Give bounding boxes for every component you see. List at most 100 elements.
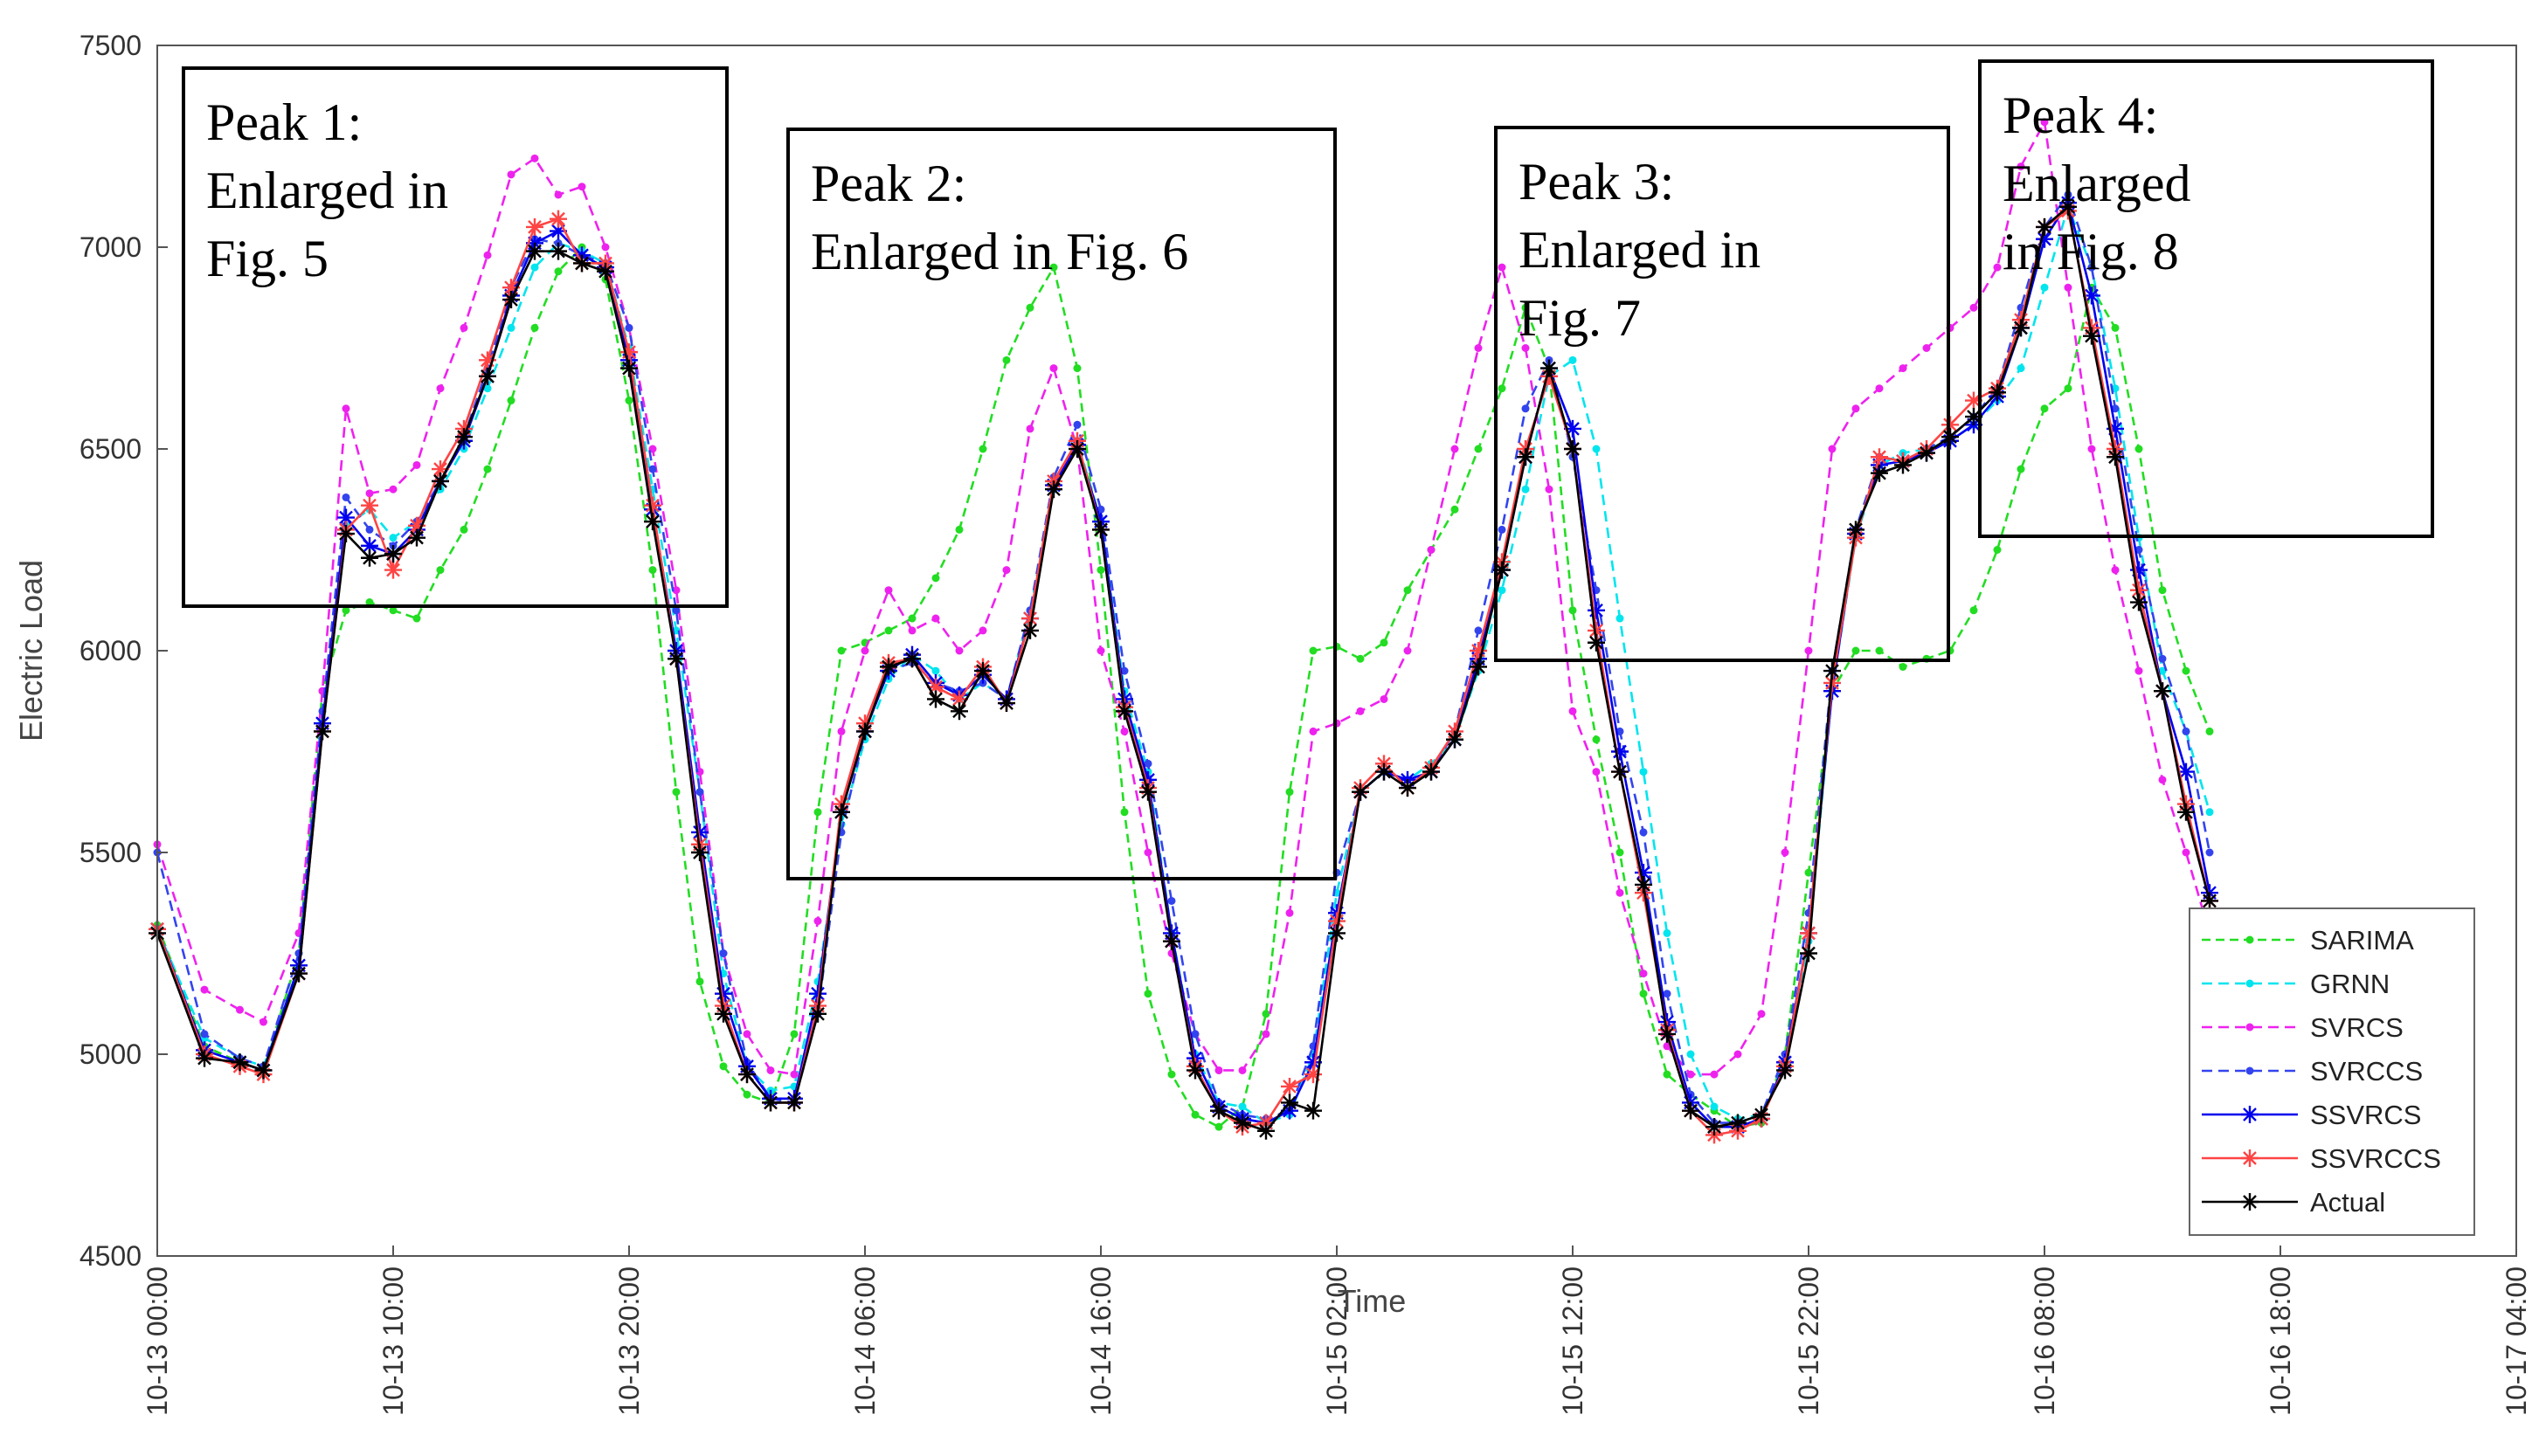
legend-label: SVRCS: [2310, 1012, 2404, 1043]
legend-item-ssvrcs: SSVRCS: [2202, 1100, 2421, 1130]
data-point-actual: [290, 964, 308, 983]
data-point-svrcs: [1049, 364, 1058, 373]
data-point-svrcs: [1238, 1066, 1247, 1074]
data-point-actual: [1776, 1061, 1794, 1080]
data-point-svrcs: [507, 170, 515, 179]
data-point-svrcs: [1592, 768, 1601, 776]
data-point-ssvrccs: [479, 351, 496, 369]
peak-box: [1494, 126, 1950, 662]
data-point-sarima: [1285, 788, 1294, 797]
data-point-sarima: [436, 566, 445, 575]
data-point-svrcs: [1828, 445, 1837, 453]
peak-box-text: Peak 3:: [1519, 153, 1674, 210]
data-point-actual: [479, 367, 496, 385]
data-point-svrcs: [236, 1005, 244, 1014]
data-point-grnn: [1498, 586, 1506, 595]
data-point-ssvrcs: [1304, 1053, 1322, 1072]
y-tick-label: 7500: [80, 30, 142, 61]
data-point-sarima: [2182, 666, 2190, 675]
data-point-svrccs: [1474, 626, 1483, 635]
data-point-ssvrcs: [550, 222, 567, 240]
y-tick-label: 6000: [80, 635, 142, 666]
data-point-svrcs: [1309, 727, 1318, 735]
legend-item-actual: Actual: [2202, 1187, 2385, 1218]
data-point-grnn: [483, 384, 492, 393]
data-point-svrcs: [2182, 848, 2190, 857]
data-point-sarima: [1993, 546, 2002, 554]
data-point-actual: [1517, 448, 1534, 466]
data-point-svrcs: [1969, 303, 1978, 312]
data-point-actual: [1210, 1101, 1228, 1120]
data-point-grnn: [389, 534, 398, 542]
series-line-grnn: [156, 205, 2211, 1124]
data-point-svrcs: [672, 586, 681, 595]
data-point-sarima: [1969, 606, 1978, 615]
data-point-svrcs: [554, 190, 563, 199]
data-point-actual: [1847, 521, 1864, 539]
data-point-svrcs: [1002, 566, 1011, 575]
peak-box-text: Enlarged: [2003, 155, 2190, 212]
data-point-svrcs: [955, 646, 964, 655]
data-point-actual: [2083, 327, 2100, 345]
legend: SARIMA GRNN SVRCS SVRCCS SSVRCS SSVRCCS Actual: [2189, 907, 2475, 1236]
data-point-actual: [455, 428, 473, 446]
data-point-actual: [597, 262, 614, 280]
data-point-svrcs: [601, 243, 610, 252]
data-point-svrcs: [837, 727, 846, 735]
y-tick-label: 5500: [80, 837, 142, 868]
data-point-actual: [1186, 1061, 1204, 1080]
data-point-svrccs: [1144, 759, 1152, 768]
data-point-svrcs: [861, 646, 869, 655]
data-point-actual: [432, 472, 449, 490]
data-point-sarima: [743, 1090, 751, 1099]
data-point-grnn: [507, 323, 515, 332]
data-point-sarima: [1568, 606, 1577, 615]
data-point-sarima: [719, 1062, 728, 1071]
data-point-svrcs: [1097, 646, 1105, 655]
data-point-actual: [1045, 480, 1062, 499]
data-point-actual: [1234, 1114, 1251, 1132]
data-point-ssvrcs: [2130, 561, 2148, 579]
data-point-svrccs: [1639, 828, 1648, 837]
data-point-actual: [2154, 682, 2171, 700]
series-line-svrcs: [156, 121, 2211, 1076]
data-point-actual: [502, 291, 520, 309]
data-point-actual: [738, 1066, 756, 1084]
data-point-actual: [927, 690, 944, 708]
data-point-svrcs: [412, 460, 421, 469]
data-point-svrccs: [1498, 525, 1506, 534]
data-point-svrccs: [1073, 420, 1082, 429]
data-point-actual: [1375, 763, 1393, 781]
peak-2-annotation: Peak 2: Enlarged in Fig. 6: [786, 128, 1337, 880]
data-point-actual: [1446, 730, 1463, 749]
data-point-sarima: [1026, 303, 1034, 312]
data-point-actual: [314, 722, 331, 741]
data-point-svrccs: [2182, 727, 2190, 735]
data-point-svrccs: [719, 949, 728, 957]
data-point-actual: [1470, 658, 1487, 676]
data-point-sarima: [1214, 1122, 1223, 1131]
data-point-svrcs: [530, 154, 539, 162]
data-point-actual: [2012, 319, 2030, 337]
peak-3-annotation: Peak 3: Enlarged in Fig. 7: [1494, 126, 1950, 662]
data-point-svrccs: [2111, 404, 2120, 413]
data-point-svrcs: [1120, 727, 1129, 735]
data-point-sarima: [813, 808, 822, 817]
data-point-actual: [254, 1061, 273, 1080]
data-point-ssvrcs: [2177, 763, 2195, 781]
legend-swatch-marker: [2245, 1066, 2254, 1075]
data-point-sarima: [837, 646, 846, 655]
data-point-ssvrccs: [1588, 621, 1605, 639]
data-point-svrcs: [1804, 646, 1813, 655]
data-point-actual: [1422, 763, 1440, 781]
data-point-actual: [691, 844, 709, 861]
data-point-actual: [668, 650, 685, 668]
x-tick-label: 10-15 02:00: [1321, 1266, 1353, 1416]
data-point-actual: [231, 1053, 249, 1072]
data-point-actual: [903, 650, 921, 668]
data-point-svrccs: [672, 606, 681, 615]
peak-box-text: Fig. 7: [1519, 289, 1641, 347]
data-point-actual: [2059, 197, 2077, 216]
x-tick-label: 10-13 10:00: [377, 1266, 409, 1416]
x-tick-label: 10-14 16:00: [1085, 1266, 1117, 1416]
